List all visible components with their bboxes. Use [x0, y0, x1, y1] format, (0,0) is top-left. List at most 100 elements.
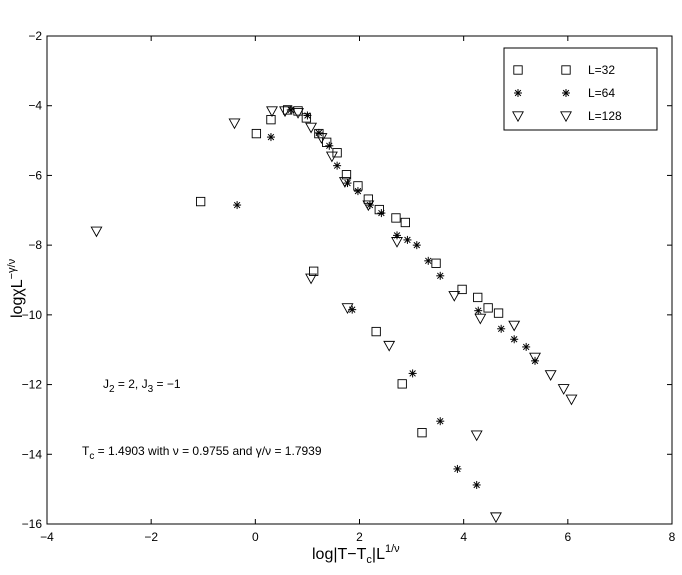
- point-2-17: [565, 394, 578, 406]
- point-2-5: [305, 122, 318, 134]
- legend-marker-2-b: [560, 111, 572, 123]
- y-tick-label-1: −14: [22, 447, 43, 461]
- point-2-1: [228, 118, 241, 130]
- point-1-14: [424, 256, 433, 265]
- point-2-16: [557, 384, 570, 395]
- point-0-15: [309, 266, 319, 276]
- y-tick-label-7: −2: [28, 29, 42, 43]
- y-tick-label-3: −10: [22, 308, 43, 322]
- x-tick-label-0: −4: [40, 530, 54, 544]
- y-tick-label-4: −8: [28, 238, 42, 252]
- point-0-13: [391, 213, 401, 223]
- point-1-24: [453, 464, 462, 473]
- point-1-4: [314, 128, 323, 137]
- point-1-8: [353, 187, 362, 196]
- point-0-17: [457, 284, 467, 295]
- point-0-14: [400, 217, 410, 228]
- point-0-18: [473, 292, 483, 303]
- point-0-23: [417, 428, 427, 438]
- y-tick-label-5: −6: [28, 168, 42, 182]
- point-1-25: [472, 480, 481, 489]
- series-l-32: [195, 105, 504, 438]
- point-2-2: [266, 106, 278, 118]
- legend-marker-1-b: [562, 89, 570, 97]
- point-1-3: [303, 111, 312, 120]
- point-0-20: [493, 308, 504, 318]
- point-2-12: [474, 313, 487, 325]
- x-tick-label-6: 8: [669, 530, 676, 544]
- x-tick-label-1: −2: [144, 530, 158, 544]
- point-0-21: [371, 326, 381, 337]
- point-0-12: [374, 204, 384, 215]
- y-tick-label-2: −12: [22, 378, 43, 392]
- point-1-6: [333, 161, 342, 170]
- annotation-critical-params: Tc = 1.4903 with ν = 0.9755 and γ/ν = 1.…: [82, 444, 322, 462]
- legend-marker-2: [512, 111, 524, 123]
- point-0-0: [195, 196, 206, 207]
- point-0-1: [251, 128, 262, 139]
- point-0-2: [266, 115, 276, 125]
- point-2-14: [529, 352, 541, 364]
- point-0-16: [431, 258, 441, 268]
- point-1-19: [522, 342, 531, 351]
- point-2-22: [489, 512, 502, 524]
- point-0-8: [332, 148, 342, 158]
- point-1-18: [510, 335, 519, 344]
- point-0-7: [322, 137, 332, 147]
- point-0-19: [483, 303, 493, 313]
- y-tick-label-6: −4: [28, 99, 42, 113]
- point-2-20: [383, 340, 396, 352]
- legend-box: [503, 47, 658, 131]
- point-0-5: [301, 113, 312, 123]
- x-tick-label-3: 2: [356, 530, 363, 544]
- point-1-23: [436, 417, 445, 426]
- point-2-19: [341, 303, 354, 315]
- x-axis-label: log|T−Tc|L1/ν: [312, 543, 400, 566]
- axis-ticks: −4 −2 0 2 4 6 8 −16 −14 −12 −10 −8 −6 −4 −2: [22, 29, 676, 544]
- point-1-11: [393, 231, 401, 240]
- y-tick-label-0: −16: [22, 517, 43, 531]
- legend-marker-0: [513, 65, 523, 75]
- point-2-10: [391, 237, 403, 248]
- series-l-64: [233, 105, 540, 489]
- point-1-13: [412, 241, 421, 250]
- series-l-128: [90, 106, 578, 524]
- x-tick-label-2: 0: [252, 530, 259, 544]
- point-1-5: [325, 141, 334, 150]
- point-0-22: [397, 379, 407, 389]
- point-2-4: [292, 108, 305, 119]
- legend: L=32 L=64 L=128: [503, 47, 658, 131]
- point-0-11: [363, 194, 374, 204]
- point-2-21: [470, 430, 483, 442]
- point-1-1: [266, 133, 275, 142]
- point-2-7: [325, 151, 338, 163]
- point-0-9: [341, 170, 352, 180]
- point-1-15: [436, 271, 445, 280]
- point-0-4: [293, 106, 303, 116]
- point-1-0: [233, 201, 242, 210]
- legend-label-0: L=32: [588, 63, 615, 77]
- point-1-10: [377, 209, 386, 218]
- point-2-15: [544, 370, 557, 381]
- annotation-couplings: J2 = 2, J3 = −1: [103, 377, 181, 395]
- point-2-13: [508, 320, 521, 332]
- data-marks: [90, 105, 578, 524]
- point-1-17: [497, 324, 506, 333]
- point-2-18: [305, 273, 318, 285]
- point-2-11: [448, 291, 461, 302]
- point-2-3: [279, 106, 291, 118]
- point-2-8: [338, 177, 351, 188]
- point-2-9: [362, 200, 375, 212]
- y-axis-label: logχL−γ/ν: [6, 258, 26, 318]
- legend-marker-1: [514, 89, 522, 97]
- point-1-16: [474, 306, 483, 315]
- legend-label-2: L=128: [588, 109, 622, 123]
- x-tick-label-5: 6: [564, 530, 571, 544]
- point-2-0: [90, 226, 103, 238]
- point-1-22: [408, 369, 417, 378]
- point-2-6: [315, 133, 328, 144]
- point-1-12: [403, 235, 412, 244]
- x-tick-label-4: 4: [460, 530, 467, 544]
- legend-marker-0-b: [561, 65, 571, 75]
